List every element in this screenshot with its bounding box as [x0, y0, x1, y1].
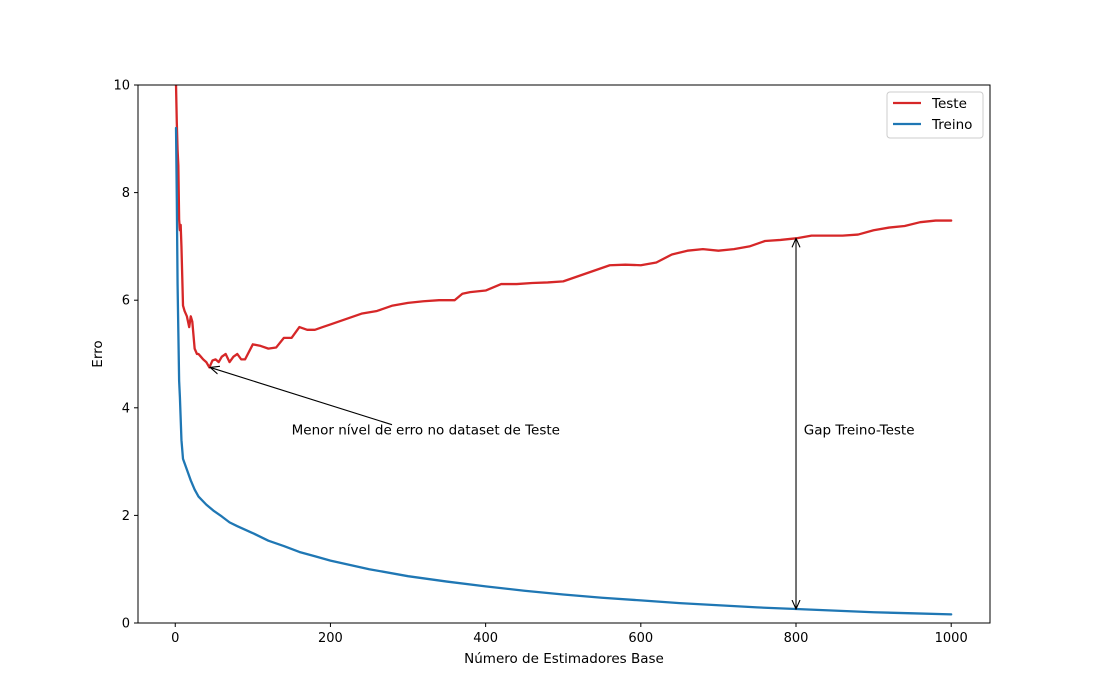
annotation-text-2: Gap Treino-Teste	[804, 423, 915, 439]
x-tick-label: 800	[784, 631, 809, 646]
axes-frame	[137, 84, 991, 624]
annotation-text-1: Menor nível de erro no dataset de Teste	[292, 423, 560, 439]
x-tick-label: 200	[318, 631, 343, 646]
legend: Teste Treino	[886, 91, 984, 139]
annotations-group: Menor nível de erro no dataset de Teste G…	[210, 238, 915, 609]
y-tick-label: 0	[122, 617, 130, 632]
annotation-arrow	[210, 367, 393, 426]
y-axis-label: Erro	[90, 340, 106, 367]
series-line-teste	[174, 85, 953, 369]
legend-label-teste: Teste	[931, 96, 967, 112]
x-tick-label: 600	[628, 631, 653, 646]
series-line-treino	[174, 126, 953, 616]
x-tick-label: 400	[473, 631, 498, 646]
x-axis-ticks: 0 200 400 600 800 1000	[171, 623, 968, 646]
y-tick-label: 2	[122, 509, 130, 524]
y-tick-label: 8	[122, 186, 130, 201]
y-tick-label: 10	[113, 79, 130, 94]
plot-area	[138, 85, 990, 623]
x-axis-label: Número de Estimadores Base	[464, 651, 664, 667]
y-tick-label: 4	[122, 401, 130, 416]
series-group	[174, 85, 953, 616]
y-axis-ticks: 0 2 4 6 8 10	[113, 79, 138, 632]
legend-label-treino: Treino	[931, 117, 972, 133]
y-tick-label: 6	[122, 294, 130, 309]
x-tick-label: 1000	[935, 631, 968, 646]
x-tick-label: 0	[171, 631, 179, 646]
